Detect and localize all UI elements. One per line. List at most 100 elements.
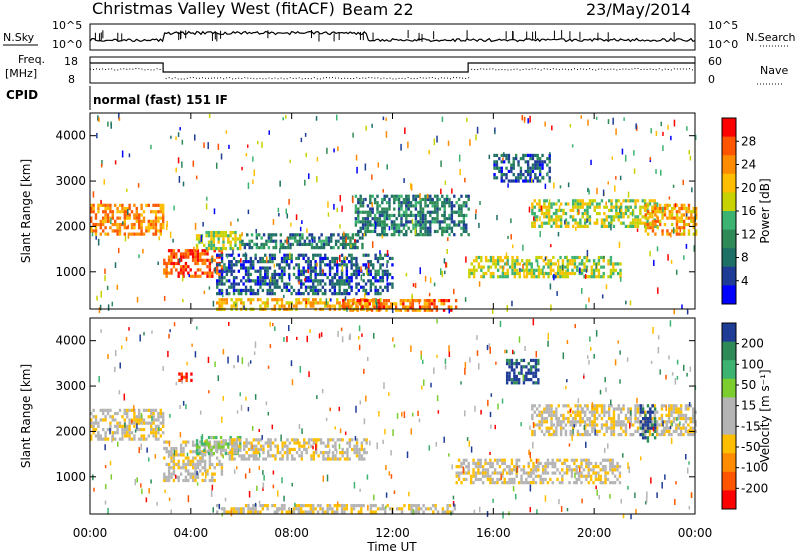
range-gate-cell <box>387 299 391 303</box>
range-gate-cell <box>247 298 250 302</box>
range-gate-cell <box>199 459 202 463</box>
range-gate-cell <box>366 229 370 234</box>
range-gate-cell <box>595 218 599 222</box>
range-gate-cell <box>254 253 257 257</box>
range-gate-cell <box>278 304 281 308</box>
nave-point <box>286 78 288 80</box>
range-gate-cell <box>486 471 490 475</box>
range-gate-cell <box>240 510 243 514</box>
range-gate-cell <box>170 252 173 256</box>
range-gate-cell <box>431 204 434 208</box>
nave-tick-bottom: 0 <box>708 73 715 86</box>
range-gate-cell <box>92 424 95 428</box>
nave-point <box>347 77 349 79</box>
range-gate-cell <box>230 285 233 289</box>
nave-point <box>462 77 464 79</box>
nave-point <box>147 68 149 70</box>
range-gate-cell <box>341 454 344 458</box>
range-gate-cell <box>564 220 566 225</box>
range-gate-cell <box>417 194 420 198</box>
range-gate-cell <box>305 451 308 455</box>
range-gate-cell <box>535 255 538 260</box>
range-gate-cell <box>534 368 538 372</box>
range-gate-cell <box>355 504 358 508</box>
range-gate-cell <box>111 434 114 438</box>
range-gate-cell <box>535 268 538 272</box>
range-gate-cell <box>534 374 538 379</box>
range-gate-cell <box>157 431 160 435</box>
nave-point <box>543 68 545 70</box>
range-gate-cell <box>203 466 207 470</box>
range-gate-cell <box>488 343 491 349</box>
range-gate-cell <box>339 242 343 247</box>
range-gate-cell <box>259 504 262 508</box>
range-gate-cell <box>408 504 411 508</box>
range-gate-cell <box>212 451 216 456</box>
range-gate-cell <box>588 420 592 424</box>
range-gate-cell <box>460 233 463 237</box>
range-gate-cell <box>259 444 263 448</box>
range-gate-cell <box>322 451 325 455</box>
nave-point <box>332 77 333 79</box>
range-gate-cell <box>312 507 315 511</box>
range-gate-cell <box>150 421 153 425</box>
range-gate-cell <box>462 461 466 466</box>
nave-point <box>640 69 642 71</box>
range-gate-cell <box>506 275 509 279</box>
range-gate-cell <box>559 265 562 269</box>
range-gate-cell <box>605 224 608 229</box>
range-gate-cell <box>128 427 131 432</box>
range-gate-cell <box>206 472 209 476</box>
range-gate-cell <box>414 207 418 211</box>
range-gate-cell <box>682 423 685 427</box>
range-gate-cell <box>290 256 293 261</box>
nave-point <box>679 68 681 70</box>
range-gate-cell <box>130 418 134 422</box>
range-gate-cell <box>194 261 197 266</box>
range-gate-cell <box>215 246 218 251</box>
range-gate-cell <box>397 308 400 312</box>
range-gate-cell <box>618 471 622 475</box>
range-gate-cell <box>126 408 129 412</box>
range-gate-cell <box>198 237 201 241</box>
range-gate-cell <box>231 438 234 442</box>
range-gate-cell <box>419 210 422 214</box>
range-gate-cell <box>359 197 362 202</box>
range-gate-cell <box>393 223 396 227</box>
range-gate-cell <box>527 118 529 124</box>
noise-spike <box>418 32 420 41</box>
nave-point <box>159 68 161 70</box>
range-gate-cell <box>610 215 613 219</box>
range-gate-cell <box>680 213 683 217</box>
range-gate-cell <box>256 292 260 296</box>
range-gate-cell <box>336 260 338 264</box>
range-gate-cell <box>276 451 280 455</box>
range-gate-cell <box>514 157 518 161</box>
range-gate-cell <box>342 242 345 247</box>
range-gate-cell <box>320 239 323 243</box>
range-gate-cell <box>364 282 368 286</box>
range-gate-cell <box>348 279 351 283</box>
range-gate-cell <box>510 468 514 472</box>
nave-point <box>468 77 470 79</box>
range-gate-cell <box>222 240 225 244</box>
range-gate-cell <box>282 242 285 247</box>
range-gate-cell <box>295 214 298 220</box>
range-gate-cell <box>587 471 590 475</box>
range-gate-cell <box>580 465 583 469</box>
range-gate-cell <box>216 292 219 296</box>
range-gate-cell <box>511 268 514 272</box>
range-gate-cell <box>611 156 614 160</box>
range-gate-cell <box>363 457 366 461</box>
range-gate-cell <box>508 362 511 366</box>
range-gate-cell <box>670 213 674 217</box>
range-gate-cell <box>511 262 514 266</box>
range-gate-cell <box>592 259 596 263</box>
range-gate-cell <box>571 199 575 203</box>
range-gate-cell <box>479 477 482 482</box>
range-gate-cell <box>104 415 107 419</box>
range-gate-cell <box>685 210 688 214</box>
range-gate-cell <box>537 465 540 469</box>
range-gate-cell <box>436 197 439 202</box>
range-gate-cell <box>312 298 315 302</box>
